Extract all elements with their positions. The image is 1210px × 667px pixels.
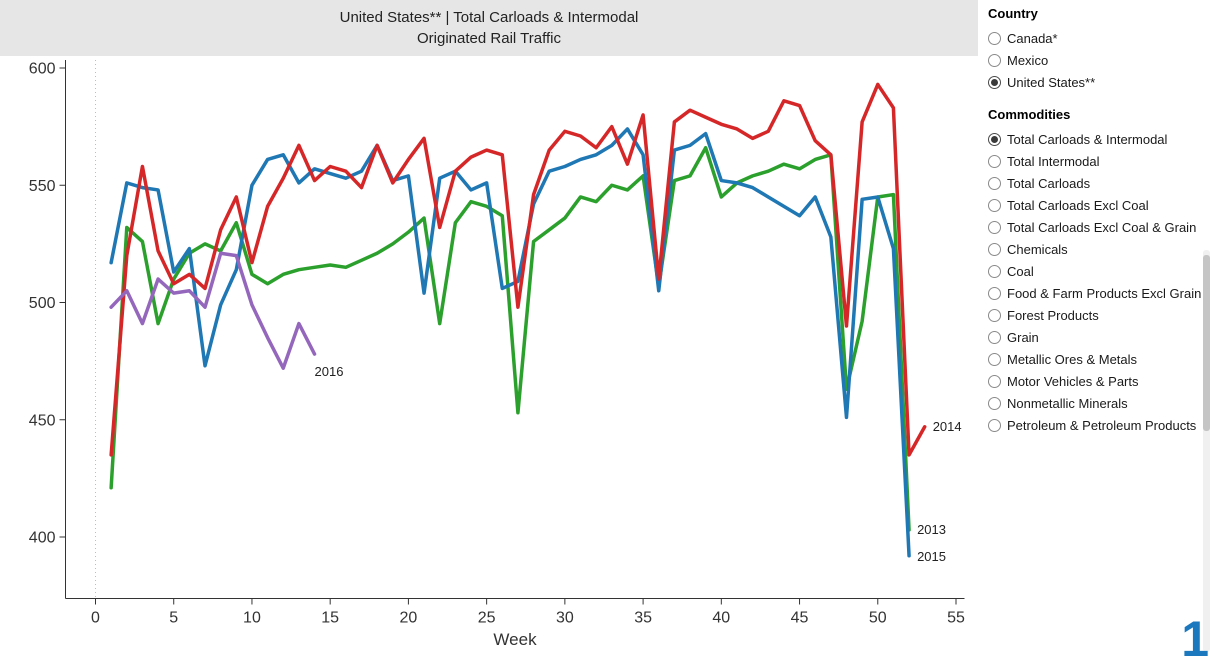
- series-label-2016: 2016: [315, 364, 344, 379]
- radio-label: Mexico: [1007, 52, 1049, 68]
- x-axis-tick-label: 15: [321, 610, 339, 627]
- radio-label: Total Intermodal: [1007, 153, 1100, 169]
- y-axis-tick-label: 500: [29, 295, 56, 312]
- series-label-2013: 2013: [917, 522, 946, 537]
- radio-icon[interactable]: [988, 31, 1001, 45]
- radio-label: Petroleum & Petroleum Products: [1007, 417, 1197, 433]
- radio-label: Metallic Ores & Metals: [1007, 351, 1138, 367]
- radio-icon[interactable]: [988, 396, 1001, 410]
- radio-icon[interactable]: [988, 53, 1001, 67]
- radio-label: Total Carloads Excl Coal: [1007, 197, 1149, 213]
- y-axis-tick-label: 450: [29, 412, 56, 429]
- radio-label: Coal: [1007, 263, 1034, 279]
- x-axis-tick-label: 45: [791, 610, 809, 627]
- radio-option[interactable]: Motor Vehicles & Parts: [988, 370, 1210, 392]
- commodities-panel-header: Commodities: [988, 107, 1071, 122]
- radio-label: Grain: [1007, 329, 1039, 345]
- radio-icon[interactable]: [988, 154, 1001, 168]
- radio-option[interactable]: Metallic Ores & Metals: [988, 348, 1210, 370]
- y-axis-tick-label: 400: [29, 530, 56, 547]
- radio-icon[interactable]: [988, 242, 1001, 256]
- radio-icon[interactable]: [988, 198, 1001, 212]
- x-axis-tick-label: 55: [947, 610, 965, 627]
- radio-option[interactable]: United States**: [988, 71, 1210, 93]
- scrollbar-thumb[interactable]: [1203, 255, 1210, 431]
- x-axis-tick-label: 20: [400, 610, 418, 627]
- radio-option[interactable]: Total Carloads Excl Coal: [988, 194, 1210, 216]
- y-axis-tick-label: 550: [29, 178, 56, 195]
- chart-title-line2: Originated Rail Traffic: [417, 30, 561, 47]
- radio-icon[interactable]: [988, 352, 1001, 366]
- radio-label: Food & Farm Products Excl Grain: [1007, 285, 1202, 301]
- radio-icon[interactable]: [988, 220, 1001, 234]
- chart-title-banner: United States** | Total Carloads & Inter…: [0, 0, 978, 56]
- series-line-2013[interactable]: [109, 145, 911, 532]
- radio-label: Motor Vehicles & Parts: [1007, 373, 1139, 389]
- radio-icon[interactable]: [988, 418, 1001, 432]
- radio-label: Canada*: [1007, 30, 1058, 46]
- x-axis-tick-label: 10: [243, 610, 261, 627]
- x-axis-tick-label: 30: [556, 610, 574, 627]
- radio-icon[interactable]: [988, 286, 1001, 300]
- radio-option[interactable]: Petroleum & Petroleum Products: [988, 414, 1210, 436]
- radio-option[interactable]: Total Carloads Excl Coal & Grain: [988, 216, 1210, 238]
- radio-icon[interactable]: [988, 176, 1001, 190]
- radio-option[interactable]: Forest Products: [988, 304, 1210, 326]
- radio-selected-icon[interactable]: [988, 75, 1001, 89]
- radio-label: Nonmetallic Minerals: [1007, 395, 1128, 411]
- radio-option[interactable]: Canada*: [988, 27, 1210, 49]
- series-label-2014: 2014: [933, 419, 962, 434]
- x-axis-tick-label: 5: [169, 610, 178, 627]
- x-axis-tick-label: 50: [869, 610, 887, 627]
- series-line-2014[interactable]: [109, 82, 927, 457]
- radio-option[interactable]: Grain: [988, 326, 1210, 348]
- radio-selected-icon[interactable]: [988, 132, 1001, 146]
- x-axis-tick-label: 0: [91, 610, 100, 627]
- series-label-2015: 2015: [917, 549, 946, 564]
- commodities-options: Total Carloads & Intermodal Total Intermo…: [988, 128, 1210, 436]
- radio-icon[interactable]: [988, 308, 1001, 322]
- radio-label: Total Carloads Excl Coal & Grain: [1007, 219, 1197, 235]
- radio-label: Chemicals: [1007, 241, 1068, 257]
- x-axis-tick-label: 25: [478, 610, 496, 627]
- radio-label: United States**: [1007, 74, 1096, 90]
- radio-option[interactable]: Total Carloads: [988, 172, 1210, 194]
- filter-panel: Country Canada* Mexico United States** Com…: [978, 0, 1210, 652]
- radio-option[interactable]: Total Carloads & Intermodal: [988, 128, 1210, 150]
- chart-title-line1: United States** | Total Carloads & Inter…: [339, 9, 639, 26]
- radio-label: Total Carloads: [1007, 175, 1091, 191]
- radio-option[interactable]: Chemicals: [988, 238, 1210, 260]
- radio-option[interactable]: Food & Farm Products Excl Grain: [988, 282, 1210, 304]
- radio-label: Forest Products: [1007, 307, 1099, 323]
- scrollbar-track[interactable]: [1203, 250, 1210, 652]
- x-axis-tick-label: 40: [712, 610, 730, 627]
- country-panel-header: Country: [988, 6, 1038, 21]
- x-axis-title: Week: [493, 630, 537, 649]
- radio-option[interactable]: Nonmetallic Minerals: [988, 392, 1210, 414]
- radio-label: Total Carloads & Intermodal: [1007, 131, 1168, 147]
- series-line-2016[interactable]: [109, 251, 317, 370]
- x-axis-tick-label: 35: [634, 610, 652, 627]
- radio-option[interactable]: Mexico: [988, 49, 1210, 71]
- radio-option[interactable]: Total Intermodal: [988, 150, 1210, 172]
- country-options: Canada* Mexico United States**: [988, 27, 1210, 93]
- radio-icon[interactable]: [988, 330, 1001, 344]
- radio-option[interactable]: Coal: [988, 260, 1210, 282]
- radio-icon[interactable]: [988, 374, 1001, 388]
- rail-traffic-chart: 400 450 500 550 600 0 5 10 15 20 25 30 35 40 45 50 55 Wee…: [29, 60, 965, 649]
- series-line-2015[interactable]: [109, 127, 911, 558]
- radio-icon[interactable]: [988, 264, 1001, 278]
- page-indicator: 1: [1181, 611, 1209, 667]
- y-axis-tick-label: 600: [29, 61, 56, 78]
